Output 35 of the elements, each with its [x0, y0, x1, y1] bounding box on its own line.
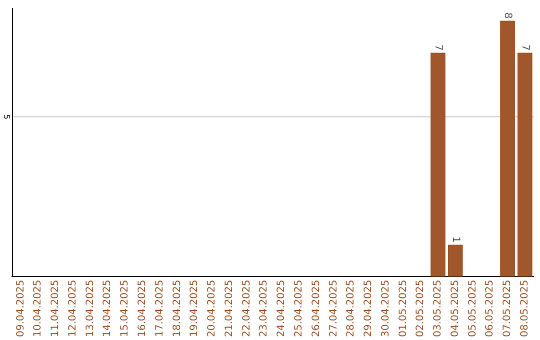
x-tick-label: 03.05.2025 — [432, 280, 444, 338]
ref-line-label: 5 — [2, 114, 11, 120]
x-tick-label: 30.04.2025 — [380, 280, 392, 338]
x-tick-label: 06.05.2025 — [484, 280, 496, 338]
x-tick-label: 26.04.2025 — [310, 280, 322, 338]
x-tick-label: 13.04.2025 — [84, 280, 96, 338]
x-tick-label: 22.04.2025 — [241, 280, 252, 338]
x-tick-label: 29.04.2025 — [363, 280, 374, 338]
x-tick-label: 18.04.2025 — [172, 280, 183, 338]
x-tick-label: 16.04.2025 — [136, 280, 148, 338]
x-tick-label: 04.05.2025 — [450, 280, 461, 338]
x-tick-label: 08.05.2025 — [520, 280, 531, 338]
x-tick-label: 28.04.2025 — [346, 280, 357, 338]
x-tick-label: 01.05.2025 — [398, 280, 409, 338]
x-tick-label: 12.04.2025 — [67, 280, 78, 338]
data-label: 7 — [519, 44, 530, 51]
x-tick-label: 14.04.2025 — [102, 280, 114, 338]
data-label: 7 — [432, 44, 444, 51]
x-tick-label: 20.04.2025 — [206, 280, 218, 338]
x-tick-label: 25.04.2025 — [293, 280, 304, 338]
x-tick-label: 05.05.2025 — [467, 280, 478, 338]
x-tick-label: 19.04.2025 — [189, 280, 200, 338]
x-tick-label: 10.04.2025 — [32, 280, 44, 338]
x-tick-label: 24.04.2025 — [276, 280, 288, 338]
x-tick-label: 15.04.2025 — [120, 280, 131, 338]
data-label: 1 — [450, 236, 461, 243]
x-tick-label: 17.04.2025 — [154, 280, 166, 338]
x-tick-label: 09.04.2025 — [15, 280, 26, 338]
x-tick-label: 21.04.2025 — [224, 280, 235, 338]
x-tick-label: 02.05.2025 — [415, 280, 426, 338]
x-tick-label: 27.04.2025 — [328, 280, 340, 338]
data-label: 8 — [502, 12, 513, 19]
x-tick-label: 07.05.2025 — [502, 280, 514, 338]
x-tick-label: 23.04.2025 — [258, 280, 270, 338]
x-tick-label: 11.04.2025 — [50, 280, 62, 338]
